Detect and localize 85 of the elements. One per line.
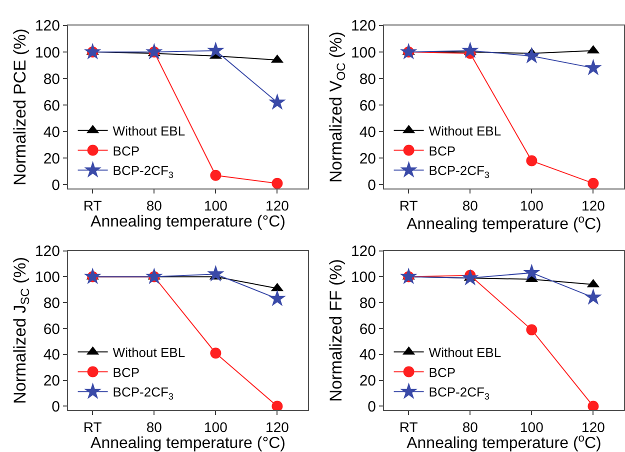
point	[272, 400, 283, 410]
x-tick-label: RT	[399, 418, 418, 435]
y-axis-title: Normalized FF (%)	[326, 259, 346, 402]
point	[207, 42, 224, 58]
point	[146, 268, 163, 284]
y-tick-label: 100	[350, 268, 376, 286]
point	[84, 42, 102, 60]
y-axis-title: Normalized PCE (%)	[10, 28, 30, 186]
point	[523, 264, 540, 280]
point	[210, 348, 222, 359]
y-tick-label: 0	[368, 398, 376, 416]
point	[523, 46, 540, 64]
point	[462, 42, 479, 58]
legend-label: BCP-2CF$_{3}$	[112, 384, 174, 402]
y-tick-label: 100	[34, 44, 60, 62]
point	[584, 58, 602, 76]
x-tick-label: 120	[266, 418, 290, 435]
y-tick-label: 80	[43, 70, 60, 88]
x-tick-label: 80	[146, 197, 162, 214]
point	[588, 400, 599, 410]
legend-label: Without EBL	[112, 344, 186, 360]
x-tick-label: 80	[462, 418, 478, 435]
point	[268, 290, 286, 306]
y-tick-label: 0	[52, 398, 60, 416]
y-tick-label: 60	[359, 320, 376, 338]
point	[526, 155, 538, 166]
y-tick-label: 0	[52, 176, 60, 194]
x-axis-title: Annealing temperature ($^{o}$C)	[406, 432, 602, 452]
point	[584, 288, 602, 305]
x-axis-title: Annealing temperature (°C)	[90, 434, 286, 452]
x-tick-label: 80	[146, 418, 162, 435]
y-tick-label: 80	[359, 294, 376, 312]
y-tick-label: 0	[368, 176, 376, 194]
legend-label: Without EBL	[428, 344, 502, 360]
x-tick-label: 120	[266, 197, 290, 214]
y-tick-label: 40	[43, 346, 60, 364]
point	[400, 42, 418, 60]
legend-label: BCP	[112, 364, 140, 380]
y-tick-label: 80	[43, 294, 60, 312]
point	[146, 42, 163, 60]
x-axis-title: Annealing temperature (°C)	[90, 213, 286, 230]
legend-label: BCP-2CF$_{3}$	[112, 163, 174, 180]
point	[84, 268, 102, 284]
legend-label: BCP	[428, 364, 456, 380]
point	[272, 178, 283, 189]
x-tick-label: 100	[204, 418, 228, 435]
y-tick-label: 60	[359, 97, 376, 114]
y-tick-label: 40	[359, 124, 376, 141]
y-tick-label: 60	[43, 97, 60, 114]
point	[526, 324, 538, 336]
legend-label: Without EBL	[112, 123, 186, 138]
x-tick-label: 80	[462, 197, 478, 214]
point	[400, 268, 418, 284]
x-tick-label: 120	[582, 197, 606, 214]
x-axis-title: Annealing temperature ($^{o}$C)	[406, 213, 602, 234]
y-tick-label: 60	[43, 320, 60, 338]
legend-label: BCP-2CF$_{3}$	[428, 384, 490, 402]
y-tick-label: 20	[43, 150, 60, 168]
y-tick-label: 120	[34, 243, 60, 260]
x-tick-label: 100	[204, 197, 228, 214]
legend-label: Without EBL	[428, 123, 502, 138]
point	[207, 265, 224, 282]
x-tick-label: RT	[83, 197, 102, 214]
y-tick-label: 20	[43, 372, 60, 390]
y-tick-label: 20	[359, 372, 376, 390]
y-tick-label: 80	[359, 70, 376, 88]
legend-label: BCP	[428, 143, 456, 158]
y-tick-label: 100	[350, 44, 376, 62]
x-tick-label: 100	[520, 418, 544, 435]
x-tick-label: RT	[83, 418, 102, 435]
y-tick-label: 20	[359, 150, 376, 168]
y-tick-label: 100	[34, 268, 60, 286]
x-tick-label: 100	[520, 197, 544, 214]
y-tick-label: 120	[34, 18, 60, 35]
point	[588, 178, 599, 189]
y-tick-label: 120	[350, 18, 376, 35]
y-tick-label: 40	[359, 346, 376, 364]
point	[210, 170, 222, 181]
y-tick-label: 120	[350, 243, 376, 260]
x-tick-label: 120	[582, 418, 606, 435]
legend-label: BCP	[112, 143, 140, 158]
y-tick-label: 40	[43, 124, 60, 141]
point	[268, 93, 286, 110]
x-tick-label: RT	[399, 197, 418, 214]
legend-label: BCP-2CF$_{3}$	[428, 163, 490, 180]
